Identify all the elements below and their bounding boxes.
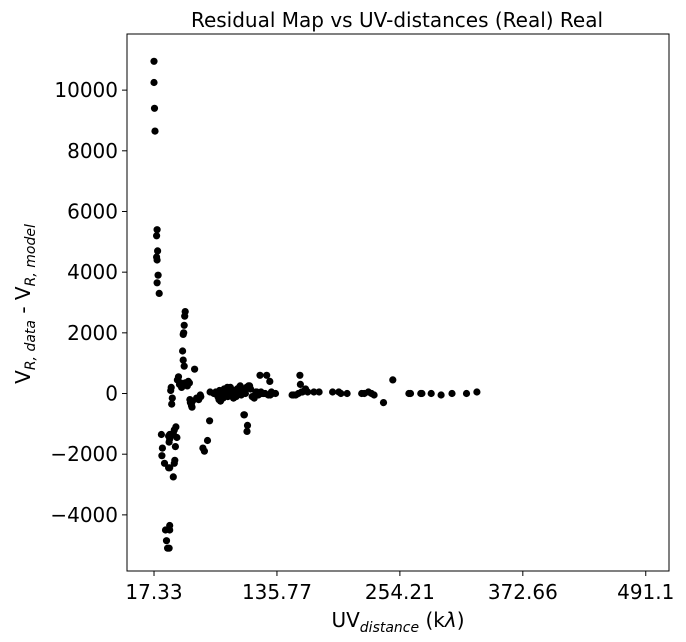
data-point — [263, 371, 271, 379]
x-tick-label: 17.33 — [125, 580, 182, 604]
data-point — [158, 444, 166, 452]
data-point — [150, 78, 158, 87]
data-point — [166, 521, 174, 530]
x-tick-label: 135.77 — [242, 580, 312, 604]
data-point — [174, 373, 183, 381]
data-point — [427, 389, 435, 398]
chart-title: Residual Map vs UV-distances (Real) Real — [191, 8, 603, 32]
data-point — [168, 400, 176, 408]
x-axis-ticks: 17.33 135.77 254.21 372.66 491.1 — [125, 571, 674, 604]
x-axis-label: UVdistance (kλ) — [331, 608, 464, 636]
data-point — [343, 389, 351, 398]
data-point — [310, 388, 318, 396]
data-point — [153, 256, 161, 264]
y-tick-label: 8000 — [67, 139, 118, 163]
data-point — [180, 362, 188, 370]
x-label-suffix: (k — [419, 608, 445, 632]
data-point — [171, 443, 179, 451]
data-point — [154, 247, 162, 255]
data-point — [240, 411, 248, 419]
y-axis-label: VR, data - VR, model — [11, 224, 39, 384]
y-label-sub2: R, model — [23, 224, 39, 286]
plot-frame — [126, 33, 670, 572]
data-point — [315, 388, 323, 396]
data-point — [329, 388, 337, 396]
data-point — [158, 452, 166, 460]
data-point — [162, 537, 171, 545]
y-tick-label: 6000 — [67, 199, 118, 223]
data-point — [169, 473, 177, 481]
data-point — [296, 380, 304, 388]
data-point — [266, 377, 274, 385]
data-point — [171, 456, 179, 464]
data-point — [172, 423, 180, 431]
data-point — [203, 436, 212, 445]
data-point — [153, 279, 161, 287]
x-label-base: UV — [331, 608, 360, 632]
data-point — [370, 391, 378, 399]
y-axis-ticks: −4000 −2000 0 2000 4000 6000 8000 10000 — [50, 78, 127, 527]
data-point — [150, 104, 159, 112]
data-point — [153, 226, 161, 234]
y-tick-label: −2000 — [50, 442, 118, 466]
data-point — [168, 394, 176, 402]
data-point — [179, 347, 187, 355]
data-point — [304, 388, 312, 396]
data-point — [185, 379, 193, 387]
data-point — [247, 385, 255, 393]
data-point — [180, 321, 188, 329]
data-point — [165, 544, 173, 552]
data-point — [296, 371, 304, 379]
data-point — [150, 57, 158, 65]
data-point — [167, 383, 175, 391]
data-point — [155, 289, 163, 297]
y-tick-label: 10000 — [54, 78, 118, 102]
data-points — [150, 57, 481, 552]
data-point — [180, 329, 188, 337]
y-tick-label: 4000 — [67, 260, 118, 284]
data-point — [243, 421, 252, 429]
x-label-end: ) — [457, 608, 465, 632]
data-point — [379, 399, 388, 407]
data-point — [271, 389, 280, 398]
data-point — [200, 447, 208, 455]
data-point — [153, 232, 161, 240]
data-point — [389, 376, 397, 384]
data-point — [151, 127, 159, 135]
x-tick-label: 254.21 — [365, 580, 435, 604]
data-point — [196, 391, 204, 399]
data-point — [448, 389, 456, 398]
x-label-subscript: distance — [360, 620, 419, 636]
data-point — [418, 389, 426, 398]
x-tick-label: 372.66 — [488, 580, 558, 604]
x-tick-label: 491.1 — [617, 580, 674, 604]
data-point — [337, 389, 345, 398]
data-point — [166, 464, 174, 472]
data-point — [406, 389, 415, 398]
data-point — [437, 391, 445, 399]
data-point — [462, 389, 471, 398]
data-point — [181, 308, 189, 316]
data-point — [191, 365, 199, 373]
y-tick-label: −4000 — [50, 503, 118, 527]
data-point — [169, 429, 177, 437]
data-point — [206, 417, 214, 425]
y-label-v1: V — [11, 370, 35, 384]
data-point — [241, 389, 249, 398]
y-tick-label: 2000 — [67, 321, 118, 345]
data-point — [154, 271, 162, 279]
data-point — [256, 371, 264, 379]
data-point — [179, 356, 187, 364]
y-label-mid: - V — [11, 286, 35, 320]
data-point — [473, 388, 481, 396]
y-tick-label: 0 — [105, 382, 118, 406]
data-point — [188, 403, 196, 411]
data-point — [243, 427, 251, 435]
y-label-sub1: R, data — [23, 320, 39, 370]
data-point — [157, 430, 165, 439]
x-label-lambda: λ — [444, 608, 457, 632]
